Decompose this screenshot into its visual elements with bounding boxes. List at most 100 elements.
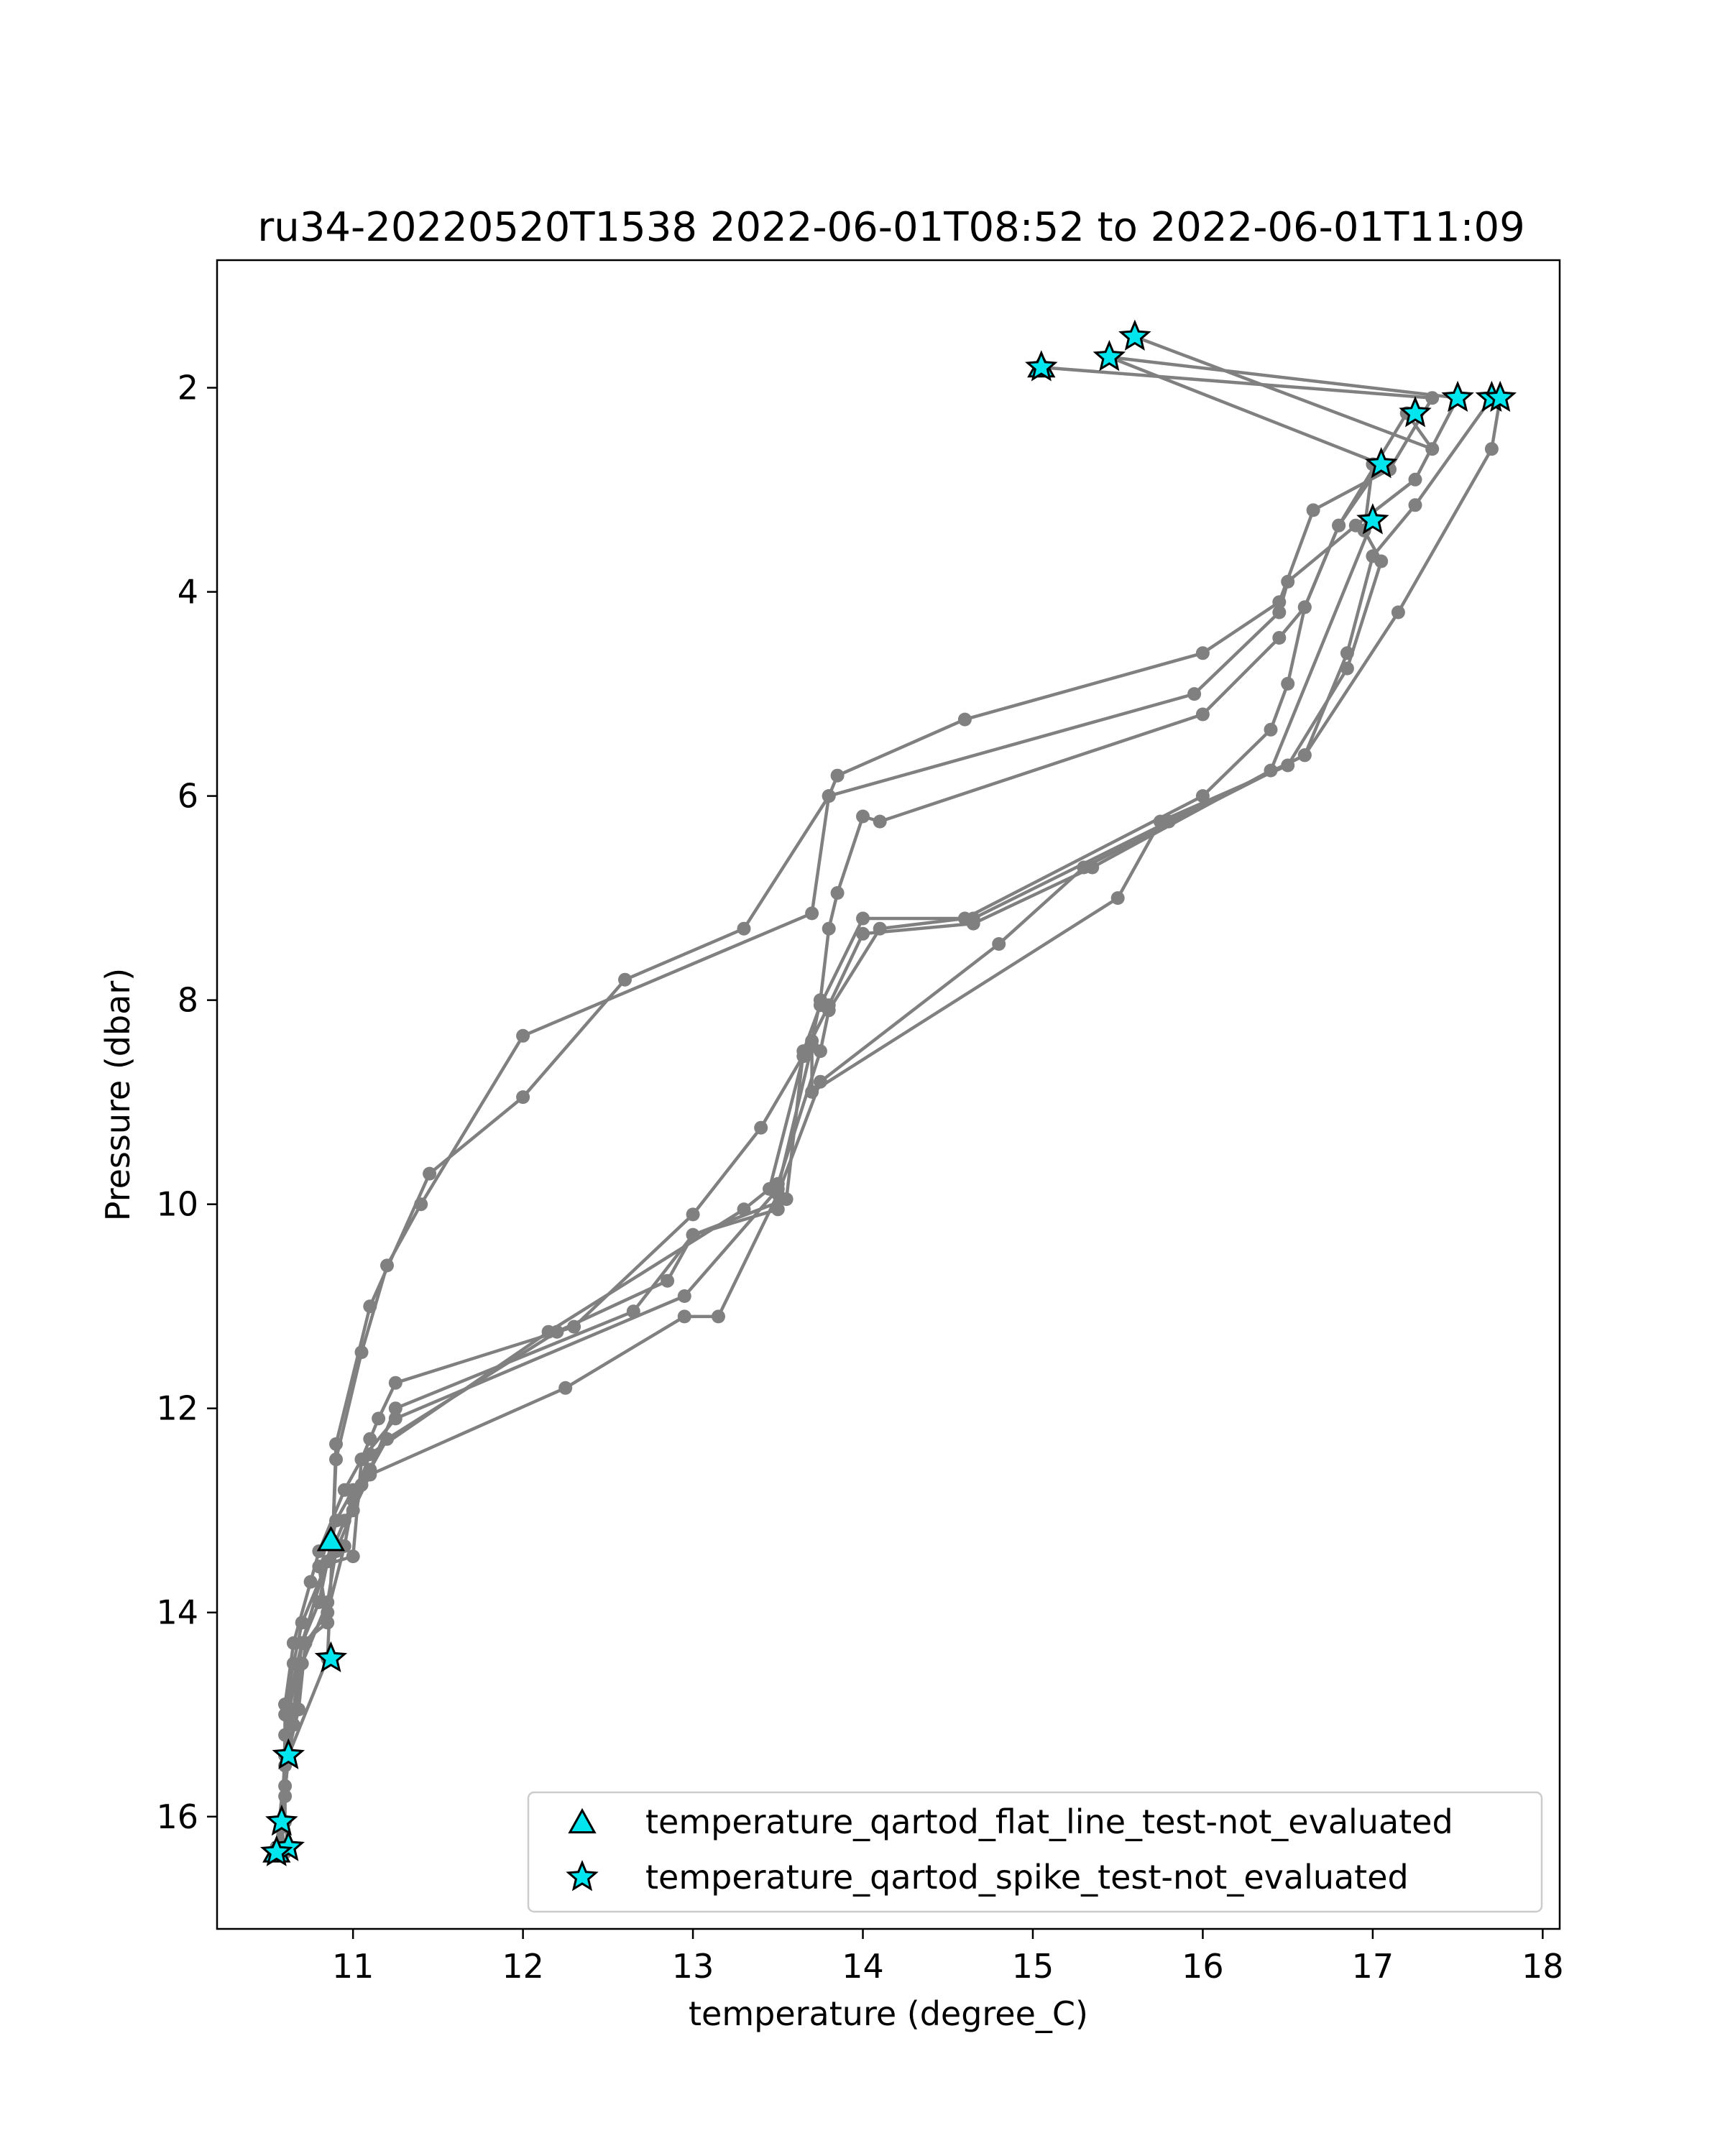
data-point	[1281, 676, 1295, 691]
spike-marker	[265, 1804, 298, 1836]
y-tick-label: 14	[156, 1593, 198, 1632]
data-point	[992, 937, 1006, 951]
legend-label-spike: temperature_qartod_spike_test-not_evalua…	[645, 1858, 1409, 1897]
data-point	[346, 1549, 360, 1564]
plot-frame	[216, 259, 1561, 1930]
data-point	[298, 1636, 313, 1650]
data-point	[1264, 763, 1278, 778]
data-point	[1195, 707, 1210, 722]
spike-marker	[1025, 350, 1058, 382]
profile-line-8	[275, 520, 1374, 1848]
data-point	[830, 886, 845, 900]
data-point	[380, 1432, 394, 1446]
data-point	[770, 1202, 785, 1217]
x-tick-label: 17	[1352, 1947, 1394, 1986]
data-point	[303, 1575, 318, 1589]
data-point	[686, 1207, 700, 1222]
data-point	[737, 1202, 751, 1217]
data-point	[516, 1028, 530, 1043]
data-point	[292, 1703, 305, 1717]
spike-marker	[1092, 340, 1126, 372]
x-tick-label: 11	[332, 1947, 374, 1986]
qc-markers	[259, 319, 1517, 1866]
data-point	[873, 814, 887, 829]
chart-title: ru34-20220520T1538 2022-06-01T08:52 to 2…	[257, 204, 1524, 251]
data-point	[1306, 503, 1320, 517]
y-tick-label: 2	[178, 369, 198, 407]
data-point	[388, 1411, 402, 1426]
data-point	[737, 921, 751, 936]
flat-line-marker	[316, 1526, 346, 1552]
profile-line-6	[280, 397, 1502, 1853]
data-point	[1332, 518, 1346, 533]
y-tick-label: 8	[178, 981, 198, 1020]
data-point	[822, 998, 836, 1013]
spike-marker	[259, 1835, 293, 1866]
x-tick-label: 12	[502, 1947, 544, 1986]
data-point	[677, 1309, 691, 1324]
data-point	[1272, 631, 1287, 645]
data-point	[1281, 574, 1295, 589]
x-tick-label: 15	[1012, 1947, 1054, 1986]
spike-marker	[1441, 380, 1474, 413]
spike-marker	[272, 1738, 305, 1769]
data-point	[329, 1452, 343, 1467]
y-tick-label: 16	[156, 1797, 198, 1836]
spike-marker	[1484, 380, 1517, 413]
data-point	[1110, 891, 1125, 906]
data-point	[1374, 554, 1389, 568]
spike-marker	[314, 1641, 348, 1672]
data-point	[363, 1432, 377, 1446]
data-point	[1391, 605, 1405, 619]
spike-marker	[1364, 447, 1398, 479]
data-point	[856, 926, 870, 941]
data-point	[423, 1166, 437, 1181]
profile-lines	[270, 330, 1507, 1859]
legend-label-flat-line: temperature_qartod_flat_line_test-not_ev…	[645, 1802, 1453, 1841]
data-point	[856, 809, 870, 824]
data-point	[372, 1411, 386, 1426]
data-point	[380, 1258, 394, 1273]
x-tick-label: 16	[1182, 1947, 1224, 1986]
y-tick-label: 6	[178, 777, 198, 816]
x-axis-label: temperature (degree_C)	[689, 1994, 1088, 2033]
data-point	[1484, 442, 1499, 456]
data-point	[414, 1197, 428, 1212]
data-point	[822, 921, 836, 936]
data-point	[516, 1090, 530, 1105]
data-point	[966, 916, 980, 931]
y-axis-label: Pressure (dbar)	[98, 968, 137, 1221]
data-point	[677, 1289, 691, 1303]
data-point	[312, 1560, 326, 1574]
data-point	[321, 1606, 335, 1620]
data-point	[354, 1345, 369, 1360]
data-point	[1281, 758, 1295, 773]
data-point	[388, 1401, 402, 1416]
spike-marker	[1118, 319, 1151, 351]
y-tick-label: 12	[156, 1389, 198, 1428]
data-point	[754, 1120, 768, 1135]
data-point	[363, 1468, 377, 1482]
data-point	[346, 1493, 360, 1507]
data-point	[805, 906, 819, 921]
data-point	[957, 712, 972, 727]
data-point	[363, 1447, 377, 1462]
legend-triangle-icon	[568, 1807, 597, 1834]
x-tick-label: 18	[1522, 1947, 1564, 1986]
data-point	[856, 911, 870, 926]
x-tick-label: 14	[842, 1947, 884, 1986]
profile-line-3	[280, 335, 1434, 1828]
data-point	[1187, 687, 1202, 701]
data-point	[1195, 646, 1210, 660]
data-point	[1195, 789, 1210, 803]
data-point	[796, 1049, 811, 1064]
data-point	[1408, 498, 1422, 512]
spike-marker	[1356, 503, 1389, 535]
data-point	[1272, 605, 1287, 619]
data-point	[1264, 722, 1278, 737]
y-tick-label: 4	[178, 573, 198, 612]
data-point	[558, 1381, 573, 1395]
data-point	[763, 1181, 776, 1196]
data-point	[1340, 661, 1354, 676]
